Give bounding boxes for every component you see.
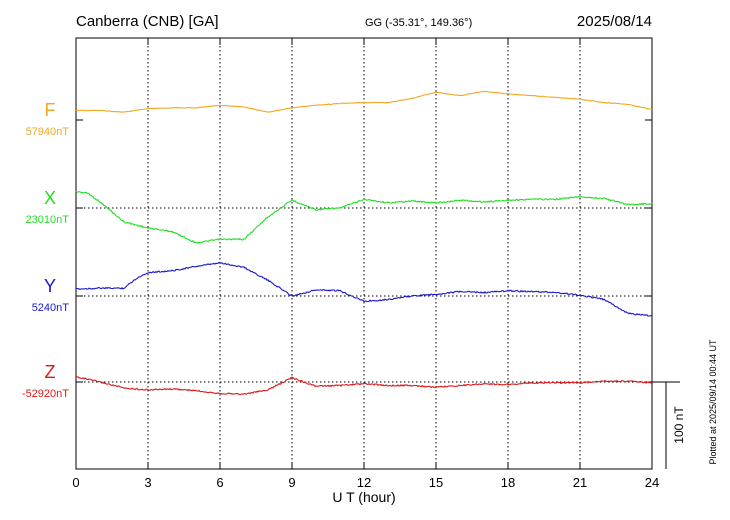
station-title: Canberra (CNB) [GA] bbox=[76, 13, 219, 30]
x-tick-label: 3 bbox=[144, 475, 151, 490]
x-tick-label: 15 bbox=[429, 475, 443, 490]
series-x-name: X bbox=[44, 188, 56, 208]
x-tick-label: 18 bbox=[501, 475, 515, 490]
series-group bbox=[75, 90, 653, 396]
scale-bar-label: 100 nT bbox=[672, 406, 686, 444]
coordinates-label: GG (-35.31°, 149.36°) bbox=[365, 17, 472, 29]
series-labels: F 57940nT X 23010nT Y 5240nT Z -52920nT bbox=[22, 100, 69, 400]
series-f-name: F bbox=[45, 100, 56, 120]
x-tick-label: 0 bbox=[72, 475, 79, 490]
series-z-line bbox=[75, 375, 653, 396]
x-tick-label: 9 bbox=[288, 475, 295, 490]
series-f-line bbox=[75, 90, 653, 113]
baselines bbox=[76, 207, 652, 383]
series-x-line bbox=[75, 190, 653, 244]
series-y-name: Y bbox=[44, 276, 56, 296]
series-z-name: Z bbox=[45, 362, 56, 382]
x-axis: 0 3 6 9 12 15 18 21 24 bbox=[72, 38, 659, 490]
series-f-baseline-label: 57940nT bbox=[26, 126, 70, 138]
plotted-timestamp: Plotted at 2025/09/14 00:44 UT bbox=[708, 339, 718, 465]
x-tick-label: 12 bbox=[357, 475, 371, 490]
x-axis-title: U T (hour) bbox=[332, 489, 395, 505]
series-y-line bbox=[76, 261, 653, 317]
date-label: 2025/08/14 bbox=[577, 13, 652, 30]
x-tick-label: 6 bbox=[216, 475, 223, 490]
scale-bar: 100 nT bbox=[652, 381, 686, 469]
series-z-baseline-label: -52920nT bbox=[22, 388, 69, 400]
series-y-baseline-label: 5240nT bbox=[32, 302, 70, 314]
x-tick-label: 21 bbox=[573, 475, 587, 490]
series-x-baseline-label: 23010nT bbox=[26, 214, 70, 226]
x-tick-label: 24 bbox=[645, 475, 659, 490]
